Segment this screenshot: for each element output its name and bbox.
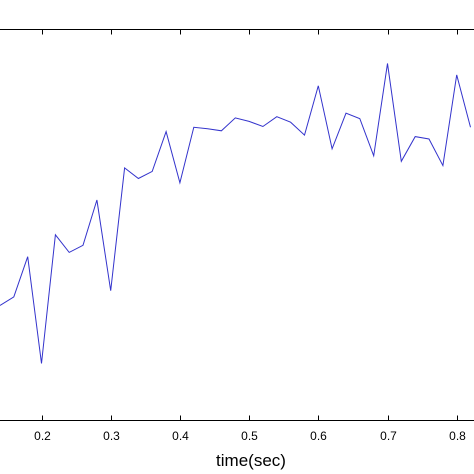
plot-frame: [0, 29, 474, 421]
x-tick-label: 0.8: [449, 429, 466, 443]
x-tick-label: 0.3: [103, 429, 120, 443]
x-tick-labels: 0.2 0.3 0.4 0.5 0.6 0.7 0.8: [34, 429, 466, 443]
x-ticks: [42, 29, 458, 421]
series-line: [0, 63, 471, 364]
x-tick-label: 0.4: [172, 429, 189, 443]
x-tick-label: 0.2: [34, 429, 51, 443]
x-tick-label: 0.7: [380, 429, 397, 443]
x-axis-title: time(sec): [216, 451, 286, 470]
series-lines: [0, 63, 471, 364]
x-tick-label: 0.6: [310, 429, 327, 443]
x-tick-label: 0.5: [241, 429, 258, 443]
